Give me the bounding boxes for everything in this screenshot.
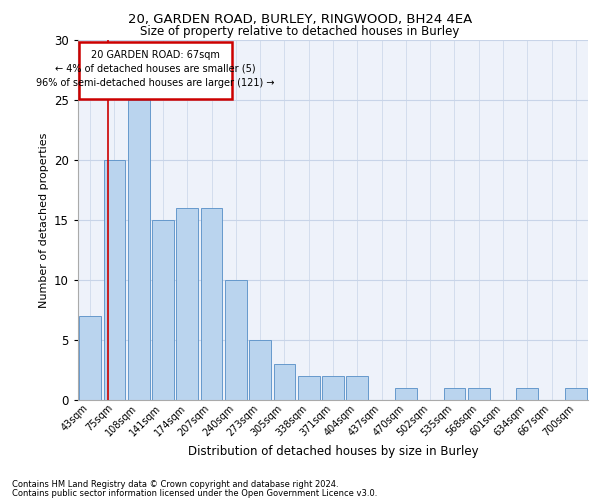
Bar <box>225 280 247 400</box>
Bar <box>443 388 466 400</box>
Bar <box>128 100 149 400</box>
Bar <box>79 316 101 400</box>
Text: Contains HM Land Registry data © Crown copyright and database right 2024.: Contains HM Land Registry data © Crown c… <box>12 480 338 489</box>
Bar <box>104 160 125 400</box>
FancyBboxPatch shape <box>79 42 232 100</box>
Bar <box>395 388 417 400</box>
Bar <box>249 340 271 400</box>
Bar <box>176 208 198 400</box>
Bar <box>200 208 223 400</box>
Text: 20 GARDEN ROAD: 67sqm
← 4% of detached houses are smaller (5)
96% of semi-detach: 20 GARDEN ROAD: 67sqm ← 4% of detached h… <box>36 50 275 88</box>
Bar <box>298 376 320 400</box>
Y-axis label: Number of detached properties: Number of detached properties <box>38 132 49 308</box>
Bar <box>322 376 344 400</box>
Text: Size of property relative to detached houses in Burley: Size of property relative to detached ho… <box>140 25 460 38</box>
Bar <box>468 388 490 400</box>
X-axis label: Distribution of detached houses by size in Burley: Distribution of detached houses by size … <box>188 444 478 458</box>
Text: Contains public sector information licensed under the Open Government Licence v3: Contains public sector information licen… <box>12 488 377 498</box>
Bar <box>274 364 295 400</box>
Bar <box>565 388 587 400</box>
Bar <box>152 220 174 400</box>
Text: 20, GARDEN ROAD, BURLEY, RINGWOOD, BH24 4EA: 20, GARDEN ROAD, BURLEY, RINGWOOD, BH24 … <box>128 12 472 26</box>
Bar <box>517 388 538 400</box>
Bar <box>346 376 368 400</box>
